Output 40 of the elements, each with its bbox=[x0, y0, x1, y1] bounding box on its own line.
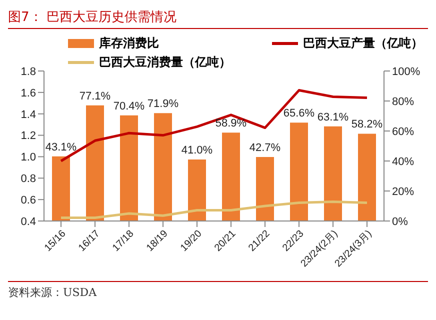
data-label: 43.1% bbox=[45, 141, 77, 154]
data-label: 58.2% bbox=[351, 118, 383, 131]
y-tick-label: 1.0 bbox=[20, 152, 36, 164]
bar bbox=[52, 156, 70, 221]
legend-label: 巴西大豆消费量（亿吨） bbox=[99, 54, 231, 71]
data-label: 63.1% bbox=[317, 111, 349, 124]
bar bbox=[358, 134, 376, 221]
y2-tick-label: 0% bbox=[392, 216, 408, 228]
bar bbox=[222, 132, 240, 221]
y-tick-label: 0.6 bbox=[20, 194, 36, 206]
data-label: 71.9% bbox=[147, 98, 179, 110]
bar bbox=[256, 156, 274, 221]
y2-tick-label: 80% bbox=[392, 96, 414, 108]
data-label: 70.4% bbox=[113, 100, 145, 112]
y-tick-label: 1.8 bbox=[20, 66, 36, 78]
y2-tick-label: 40% bbox=[392, 156, 414, 168]
y-tick-label: 1.4 bbox=[20, 108, 36, 121]
bar bbox=[120, 115, 138, 221]
y2-tick-label: 20% bbox=[392, 186, 414, 198]
data-label: 65.6% bbox=[283, 108, 315, 120]
y2-tick-label: 100% bbox=[392, 66, 420, 78]
bar bbox=[290, 122, 308, 221]
bar bbox=[154, 113, 172, 221]
text: 资料来源：USDA bbox=[8, 285, 98, 300]
legend-label: 巴西大豆产量（亿吨） bbox=[303, 35, 423, 52]
legend-label: 库存消费比 bbox=[99, 35, 159, 52]
y-tick-label: 1.2 bbox=[20, 130, 36, 142]
bar bbox=[188, 160, 206, 221]
data-label: 77.1% bbox=[79, 90, 111, 102]
chart-title: 图7： 巴西大豆历史供需情况 bbox=[8, 8, 428, 29]
y-tick-label: 0.4 bbox=[20, 216, 36, 228]
data-label: 42.7% bbox=[249, 142, 281, 154]
data-label: 41.0% bbox=[181, 144, 213, 156]
data-label: 58.9% bbox=[215, 118, 247, 130]
y-tick-label: 0.8 bbox=[20, 173, 36, 186]
line-series bbox=[60, 200, 368, 220]
y2-tick-label: 60% bbox=[392, 126, 414, 138]
bar bbox=[324, 126, 342, 221]
y-tick-label: 1.6 bbox=[20, 87, 36, 100]
bar bbox=[86, 105, 104, 221]
